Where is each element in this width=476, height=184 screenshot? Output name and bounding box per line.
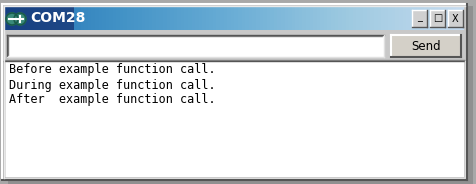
Text: COM28: COM28 xyxy=(30,11,85,26)
Text: □: □ xyxy=(432,13,441,24)
Text: Before example function call.: Before example function call. xyxy=(9,63,215,77)
Text: Send: Send xyxy=(410,40,440,52)
Bar xyxy=(5,33,463,59)
Bar xyxy=(12,14,20,24)
Bar xyxy=(411,10,426,27)
Text: _: _ xyxy=(416,13,421,22)
Text: After  example function call.: After example function call. xyxy=(9,93,215,107)
Text: X: X xyxy=(451,13,458,24)
Bar xyxy=(5,62,463,177)
Bar xyxy=(447,10,462,27)
Circle shape xyxy=(14,13,26,25)
Bar xyxy=(8,36,382,56)
Bar xyxy=(429,10,444,27)
Bar xyxy=(5,7,74,30)
Circle shape xyxy=(6,13,18,25)
Bar xyxy=(390,35,460,57)
Text: During example function call.: During example function call. xyxy=(9,79,215,91)
